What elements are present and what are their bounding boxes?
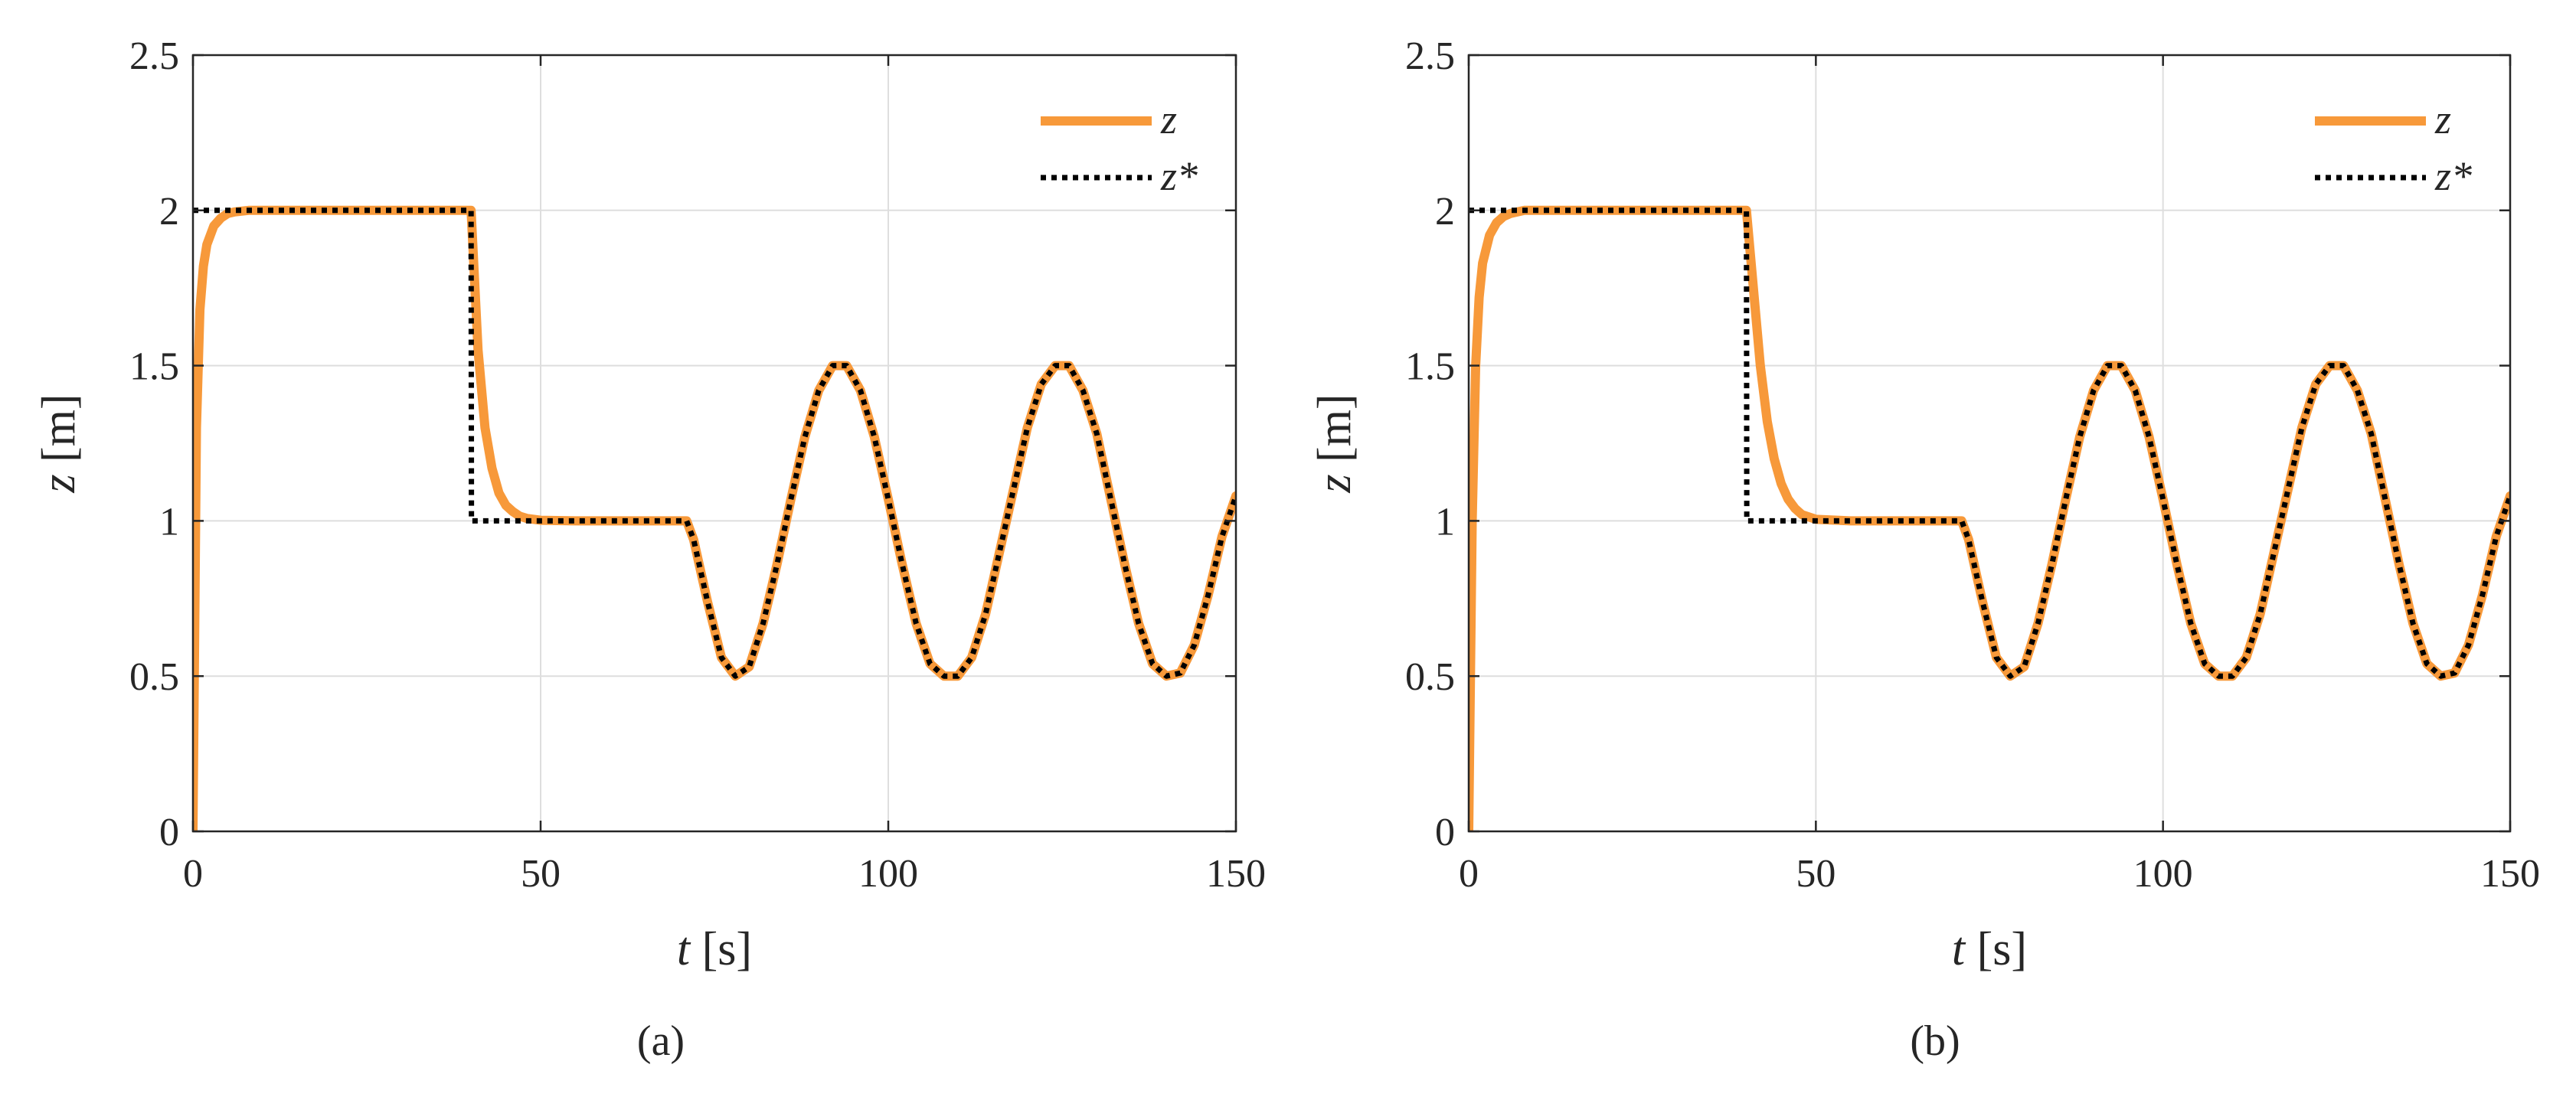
y-axis-label-unit: [m] [1309,393,1361,474]
y-tick-label: 1 [1435,500,1455,544]
y-tick-label: 0.5 [129,655,179,699]
y-tick-label: 2 [159,190,179,233]
series-group [193,205,1236,831]
x-tick-label: 0 [1459,852,1479,896]
gridlines [1468,54,2511,832]
x-tick-label: 100 [2133,852,2193,896]
y-tick-label: 1.5 [129,345,179,389]
series-line-z [1469,205,2510,831]
y-tick-label: 1.5 [1405,345,1455,389]
plot-frame [1467,54,2512,833]
panel-label: (b) [1910,1017,1960,1065]
y-tick-label: 2.5 [129,34,179,78]
x-tick-label: 50 [521,852,561,896]
y-tick-label: 1 [159,500,179,544]
y-axis-label-var: z [1309,474,1361,493]
x-axis-label: t [s] [1952,923,2027,975]
gridlines [192,54,1237,832]
x-axis-label-unit: [s] [1965,923,2027,975]
x-tick-label: 100 [858,852,918,896]
y-axis-label: z [m] [33,393,85,493]
x-tick-label: 150 [2480,852,2540,896]
y-axis-label: z [m] [1309,393,1361,493]
x-axis-label-var: t [1952,923,1966,975]
legend: z z* [1041,96,1198,199]
y-tick-label: 2.5 [1405,34,1455,78]
plot-frame [191,54,1237,833]
y-axis-label-unit: [m] [33,393,85,474]
y-axis-label-var: z [33,474,85,493]
x-axis-label-unit: [s] [690,923,752,975]
panel-label: (a) [637,1017,685,1065]
x-axis-label-var: t [677,923,691,975]
y-tick-label: 0 [159,811,179,854]
x-tick-label: 150 [1206,852,1266,896]
y-tick-label: 0 [1435,811,1455,854]
x-axis-label: t [s] [677,923,752,975]
x-tick-label: 50 [1796,852,1836,896]
legend-label-1: z [1160,96,1177,142]
legend-label-2: z* [1160,153,1198,199]
legend-label-1: z [2434,96,2451,142]
legend-label-2: z* [2434,153,2472,199]
legend: z z* [2315,96,2472,199]
series-group [1469,205,2510,831]
series-line-z-ref [1469,207,2510,679]
series-line-z-ref [193,207,1236,679]
x-tick-label: 0 [183,852,203,896]
y-tick-label: 0.5 [1405,655,1455,699]
y-tick-label: 2 [1435,190,1455,233]
